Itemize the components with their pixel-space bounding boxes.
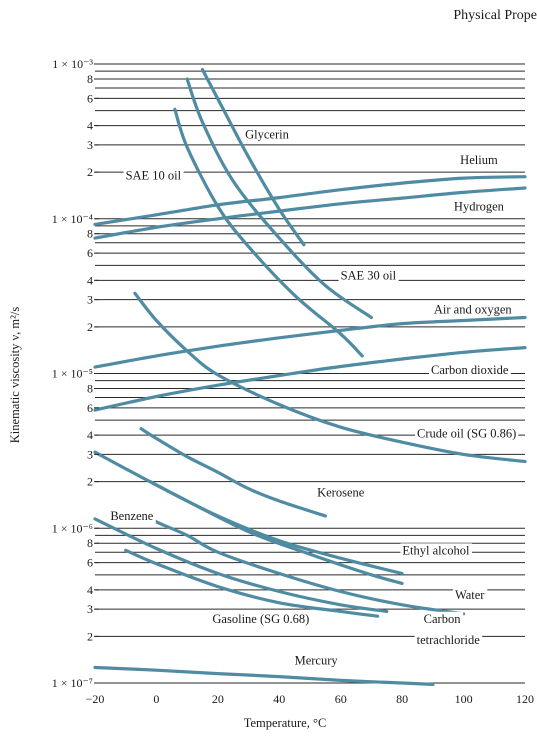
y-tick-label: 8 (87, 227, 93, 241)
curve-labels: Glycerin SAE 10 oil SAE 30 oil Helium Hydrog… (108, 127, 519, 668)
x-tick-label: 0 (153, 692, 159, 706)
curve-sae-10-oil (185, 77, 373, 320)
curve-carbon-dioxide (93, 346, 527, 412)
y-tick-label: 4 (87, 273, 93, 287)
label-carbon-dioxide: Carbon dioxide (431, 363, 509, 377)
curve-benzene (93, 450, 404, 576)
label-air-and-oxygen: Air and oxygen (434, 302, 513, 316)
x-tick-label: 120 (516, 692, 534, 706)
y-tick-label: 8 (87, 72, 93, 86)
x-tick-label: 60 (335, 692, 347, 706)
x-tick-label: 20 (212, 692, 224, 706)
x-tick-labels: −20 0 20 40 60 80 100 120 (86, 692, 534, 706)
label-mercury: Mercury (295, 653, 339, 667)
label-bg-crude-oil-sg-0-86 (414, 426, 519, 441)
label-sae-10-oil: SAE 10 oil (126, 169, 182, 183)
label-tetrachloride: tetrachloride (417, 633, 481, 647)
label-glycerin: Glycerin (245, 128, 289, 142)
curve-crude-oil-sg-0-86 (133, 291, 527, 464)
label-carbon: Carbon (424, 612, 462, 626)
label-bg-sae-30-oil (338, 268, 399, 283)
curve-sae-30-oil (173, 107, 364, 358)
curve-water (148, 514, 466, 616)
y-tick-label: 1 × 10⁻⁴ (52, 212, 93, 226)
y-tick-label: 2 (87, 475, 93, 489)
y-tick-label: 2 (87, 165, 93, 179)
x-tick-label: 100 (455, 692, 473, 706)
y-tick-label: 1 × 10⁻⁶ (52, 521, 93, 535)
label-bg-helium (458, 152, 500, 167)
y-tick-label: 4 (87, 583, 93, 597)
label-water: Water (455, 588, 485, 602)
y-tick-label: 1 × 10⁻³ (52, 57, 93, 71)
label-bg-mercury (292, 653, 341, 668)
label-bg-kerosene (315, 485, 367, 500)
y-tick-label: 2 (87, 320, 93, 334)
y-tick-label: 3 (87, 138, 93, 152)
y-tick-label: 6 (87, 91, 93, 105)
curve-mercury (93, 665, 435, 686)
x-tick-label: −20 (86, 692, 105, 706)
label-bg-carbon-dioxide (429, 363, 511, 378)
y-tick-label: 6 (87, 556, 93, 570)
y-tick-label: 3 (87, 602, 93, 616)
y-tick-label: 1 × 10⁻⁵ (52, 367, 93, 381)
y-tick-label: 2 (87, 629, 93, 643)
label-crude-oil-sg-0-86: Crude oil (SG 0.86) (417, 426, 516, 440)
label-bg-air-and-oxygen (431, 302, 515, 317)
label-bg-water (452, 588, 488, 603)
curve-glycerin (200, 68, 306, 247)
label-bg-sae-10-oil (123, 168, 184, 183)
label-bg-ethyl-alcohol (400, 543, 472, 558)
y-tick-label: 4 (87, 119, 93, 133)
label-bg-benzene (108, 508, 156, 523)
x-tick-label: 80 (396, 692, 408, 706)
y-tick-label: 6 (87, 246, 93, 260)
x-tick-label: 40 (273, 692, 285, 706)
y-tick-label: 6 (87, 401, 93, 415)
curve-gasoline-sg-0-68 (124, 548, 380, 618)
label-bg-gasoline-sg-0-68 (210, 611, 312, 626)
series-curves (93, 68, 527, 686)
y-tick-label: 3 (87, 293, 93, 307)
y-tick-label: 3 (87, 447, 93, 461)
label-ethyl-alcohol: Ethyl alcohol (402, 543, 470, 557)
curve-hydrogen (93, 186, 527, 240)
x-axis-label: Temperature, °C (244, 716, 327, 730)
curve-kerosene (139, 427, 327, 518)
running-head: Physical Prope (453, 8, 537, 23)
y-tick-label: 4 (87, 428, 93, 442)
curve-ethyl-alcohol (148, 480, 404, 585)
y-tick-label: 8 (87, 536, 93, 550)
label-bg-tetrachloride (414, 632, 483, 647)
grid-lines (95, 63, 525, 684)
y-axis-label: Kinematic viscosity ν, m²/s (8, 307, 22, 444)
label-bg-hydrogen (451, 199, 507, 214)
curve-helium (93, 175, 527, 226)
curve-air-and-oxygen (93, 315, 527, 369)
label-kerosene: Kerosene (317, 486, 365, 500)
y-tick-label: 8 (87, 381, 93, 395)
label-helium: Helium (460, 153, 498, 167)
label-bg-glycerin (243, 127, 292, 142)
label-hydrogen: Hydrogen (454, 199, 505, 213)
label-gasoline-sg-0-68: Gasoline (SG 0.68) (212, 612, 309, 626)
label-sae-30-oil: SAE 30 oil (341, 268, 397, 282)
y-tick-label: 1 × 10⁻⁷ (52, 676, 93, 690)
label-bg-carbon (421, 611, 464, 626)
curve-carbon-tetrachloride (93, 517, 389, 613)
label-benzene: Benzene (110, 509, 153, 523)
